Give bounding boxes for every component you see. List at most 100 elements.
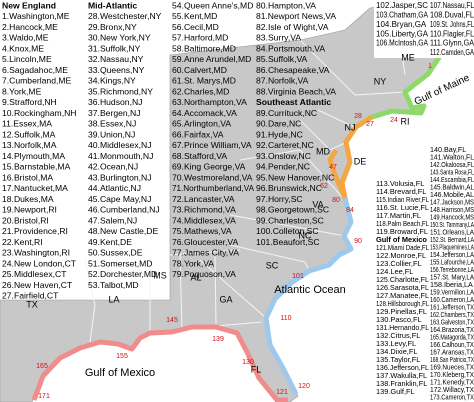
county-marker: 28 [354, 113, 362, 120]
county-marker: 47 [329, 164, 337, 171]
state-label: DE [354, 156, 367, 166]
county-entry: 107.Nassau,FL [430, 1, 474, 10]
county-entry: 17.Nantucket,MA [2, 183, 68, 193]
county-entry: 161.Jefferson,TX [430, 302, 474, 311]
state-label: MD [316, 146, 330, 156]
county-entry: 29.Bronx,NY [88, 22, 137, 32]
county-entry: 33.Queens,NY [88, 65, 145, 75]
county-entry: 123.Collier,FL [376, 259, 422, 268]
county-entry: 159.Vermilion,LA [430, 287, 474, 296]
county-entry: 118.Palm Beach,FL [376, 219, 429, 228]
county-entry: 73.Richmond,VA [172, 205, 236, 215]
state-label: VA [312, 199, 323, 209]
county-entry: 109.St. Johns,FL [430, 20, 474, 29]
county-entry: 112.Camden,GA [430, 48, 474, 57]
county-entry: 101.Beaufort,SC [256, 237, 320, 247]
county-entry: 79.Poquoson,VA [172, 269, 236, 279]
county-entry: 141.Walton,FL [430, 152, 474, 161]
county-marker: 1 [428, 63, 432, 70]
county-entry: 139.Gulf,FL [376, 387, 415, 396]
county-entry: 106.McIntosh,GA [376, 39, 429, 48]
county-entry: 149.Hancock,MS [430, 212, 474, 221]
county-entry: 55.Kent,MD [172, 11, 217, 21]
county-entry: 81.Newport News,VA [256, 11, 336, 21]
county-entry: 157.St. Mary,LA [430, 272, 474, 281]
mid-atlantic-coast [327, 114, 374, 201]
county-entry: 96.Brunswick,NC [256, 183, 322, 193]
county-entry: 8.York,ME [2, 86, 42, 96]
county-entry: 52.Dorchester,MD [88, 269, 157, 279]
county-marker: 155 [116, 353, 128, 360]
county-entry: 138.Franklin,FL [376, 379, 427, 388]
county-entry: 133.Levy,FL [376, 339, 416, 348]
county-entry: 34.Kings,NY [88, 76, 136, 86]
county-entry: 170.Kleberg,TX [430, 370, 474, 379]
county-marker: 130 [242, 359, 254, 366]
county-entry: 51.Somerset,MD [88, 258, 152, 268]
county-entry: 78.York,VA [172, 258, 214, 268]
county-marker: 121 [276, 389, 288, 396]
county-entry: 61.St. Marys,MD [172, 76, 236, 86]
county-entry: 77.James City,VA [172, 248, 239, 258]
county-entry: 122.Monroe,FL [376, 251, 426, 260]
county-entry: 132.Citrus,FL [376, 331, 420, 340]
state-label: ME [401, 52, 415, 62]
county-entry: 140.Bay,FL [430, 145, 466, 154]
county-entry: 13.Norfolk,MA [2, 140, 57, 150]
county-entry: 4.Knox,ME [2, 43, 44, 53]
county-entry: 36.Hudson,NJ [88, 97, 142, 107]
county-entry: 113.Volusia,FL [376, 179, 424, 188]
county-entry: 126.Sarasota,FL [376, 283, 429, 292]
county-entry: 66.Fairfax,VA [172, 129, 224, 139]
county-entry: 104.Bryan,GA [376, 20, 427, 29]
county-entry: 21.Providence,RI [2, 226, 68, 236]
county-entry: 27.Fairfield,CT [2, 291, 59, 301]
county-entry: 84.Portsmouth,VA [256, 43, 325, 53]
state-label: RI [401, 116, 410, 126]
county-entry: 90.Dare,NC [256, 119, 301, 129]
county-entry: 124.Lee,FL [376, 267, 413, 276]
county-marker: 145 [166, 317, 178, 324]
state-label: SC [266, 260, 279, 270]
county-marker: 84 [346, 207, 354, 214]
county-entry: 143.Santa Rosa,FL [430, 167, 474, 176]
county-marker: 165 [36, 363, 48, 370]
county-marker: 90 [354, 238, 362, 245]
county-entry: 43.Burlington,NJ [88, 172, 152, 182]
county-entry: 14.Plymouth,MA [2, 151, 65, 161]
county-marker: 24 [390, 117, 398, 124]
county-entry: 22.Kent,RI [2, 237, 43, 247]
county-entry: 9.Strafford,NH [2, 97, 57, 107]
legend-panel [374, 143, 474, 402]
county-entry: 63.Northampton,VA [172, 97, 247, 107]
county-entry: 167.Aransas,TX [430, 347, 474, 356]
county-entry: 129.Pinellas,FL [376, 307, 427, 316]
county-marker: 120 [298, 383, 310, 390]
county-entry: 150.St. Tammany,LA [430, 220, 474, 229]
county-entry: 83.Surry,VA [256, 33, 301, 43]
county-entry: 111.Glynn,GA [430, 39, 474, 48]
county-entry: 125.Charlotte,FL [376, 275, 429, 284]
county-entry: 10.Rockingham,NH [2, 108, 77, 118]
county-entry: 171.Kenedy,TX [430, 377, 474, 386]
county-entry: 105.Liberty,GA [376, 29, 429, 38]
county-entry: 156.Terrebonne,LA [430, 265, 474, 274]
county-entry: 86.Chesapeake,VA [256, 65, 330, 75]
county-entry: 71.Northumberland,VA [172, 183, 254, 193]
county-entry: 44.Atlantic,NJ [88, 183, 141, 193]
county-entry: 116.St. Lucie,FL [376, 203, 429, 212]
county-entry: 70.Westmoreland,VA [172, 172, 253, 182]
county-entry: 45.Cape May,NJ [88, 194, 151, 204]
state-label: AL [190, 272, 201, 282]
county-entry: 121.Miami Dade,FL [376, 243, 429, 252]
county-marker: 139 [212, 336, 224, 343]
county-entry: 130.Pasco,FL [376, 315, 422, 324]
county-entry: 128.Hillsborough,FL [376, 299, 429, 308]
county-entry: 20.Bristol,RI [2, 215, 49, 225]
county-entry: 35.Richmond,NY [88, 86, 153, 96]
county-entry: 75.Mathews,VA [172, 226, 232, 236]
state-label: TX [26, 299, 38, 309]
county-entry: 119.Broward,FL [376, 227, 428, 236]
county-entry: 67.Prince William,VA [172, 140, 252, 150]
